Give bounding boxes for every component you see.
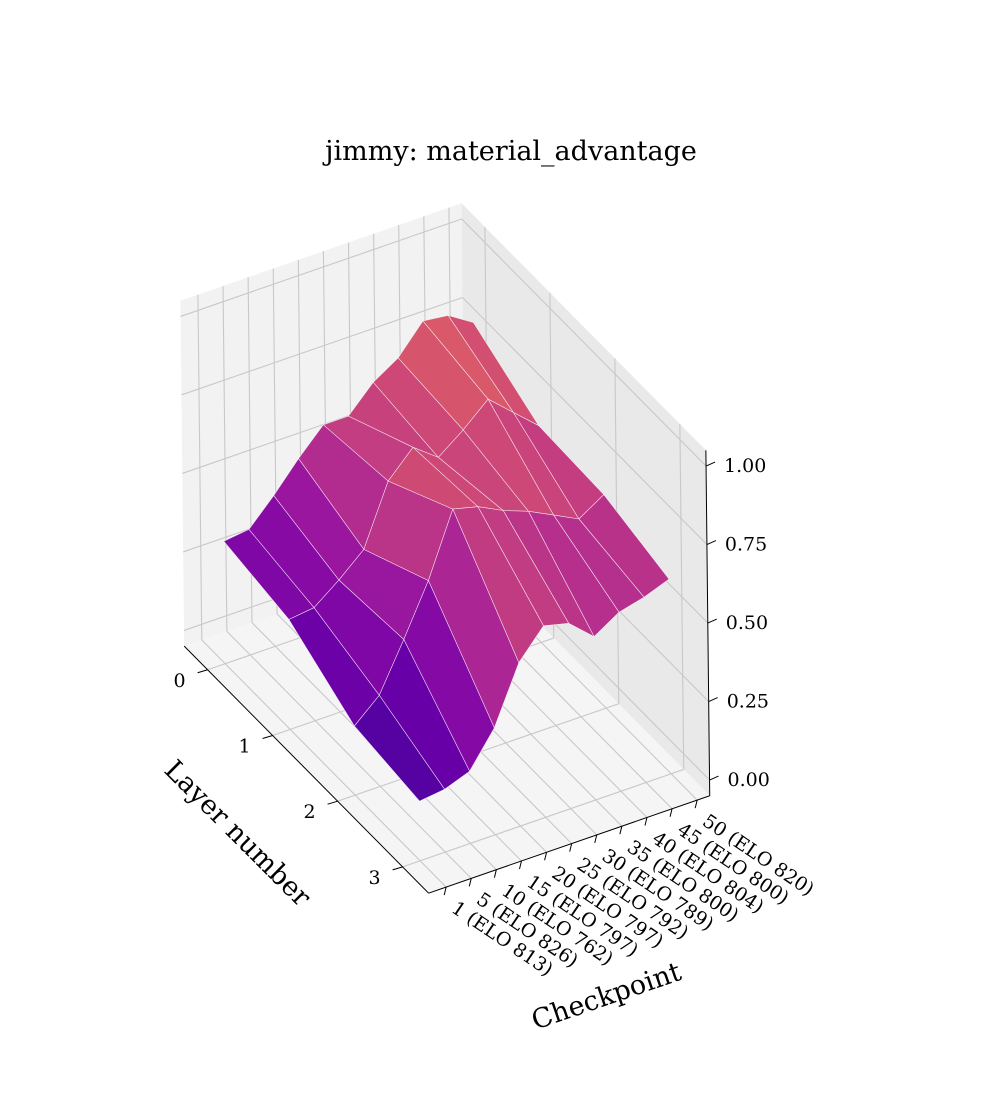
x-axis-line xyxy=(428,795,710,894)
back-gridline-z xyxy=(181,296,463,396)
x-tick-mark xyxy=(443,886,447,896)
chart-title: jimmy: material_advantage xyxy=(322,136,697,167)
y-axis-line xyxy=(183,645,429,894)
back-gridline-z xyxy=(180,218,462,317)
y-axis-label: Layer number xyxy=(158,754,317,913)
y-tick-mark xyxy=(392,866,403,871)
side-gridline-z xyxy=(461,218,707,467)
y-tick-label: 3 xyxy=(369,867,381,889)
z-tick-mark xyxy=(705,461,716,467)
x-tick-mark xyxy=(619,826,623,835)
z-tick-mark xyxy=(706,540,717,545)
z-tick-mark xyxy=(707,618,718,624)
z-tick-label: 0.25 xyxy=(727,691,769,713)
tick-labels: 1 (ELO 813)5 (ELO 826)10 (ELO 762)15 (EL… xyxy=(174,455,818,981)
surface-mesh xyxy=(223,315,670,802)
side-gridline-z xyxy=(462,297,708,545)
surface-facet xyxy=(354,694,445,802)
x-tick-mark xyxy=(694,799,698,809)
x-tick-mark xyxy=(669,808,673,817)
z-tick-mark xyxy=(708,697,718,702)
x-tick-mark xyxy=(518,860,522,870)
x-tick-mark xyxy=(644,817,648,826)
y-tick-mark xyxy=(262,735,273,739)
floor-gridline-x xyxy=(201,639,447,888)
x-tick-mark xyxy=(594,834,598,844)
x-tick-mark xyxy=(569,843,573,852)
x-tick-mark xyxy=(493,869,497,878)
y-tick-label: 2 xyxy=(304,801,316,823)
floor-gridline-y xyxy=(402,768,684,868)
y-tick-label: 1 xyxy=(239,736,251,758)
x-tick-mark xyxy=(544,852,548,861)
y-tick-mark xyxy=(197,669,208,674)
z-tick-label: 0.00 xyxy=(728,769,770,791)
y-tick-label: 0 xyxy=(174,670,186,692)
z-tick-label: 0.50 xyxy=(726,612,768,634)
z-tick-mark xyxy=(709,775,719,781)
z-tick-label: 0.75 xyxy=(725,534,767,556)
y-tick-mark xyxy=(327,800,338,805)
x-tick-mark xyxy=(468,878,472,887)
z-tick-label: 1.00 xyxy=(724,455,766,477)
floor-gridline-x xyxy=(226,630,472,879)
